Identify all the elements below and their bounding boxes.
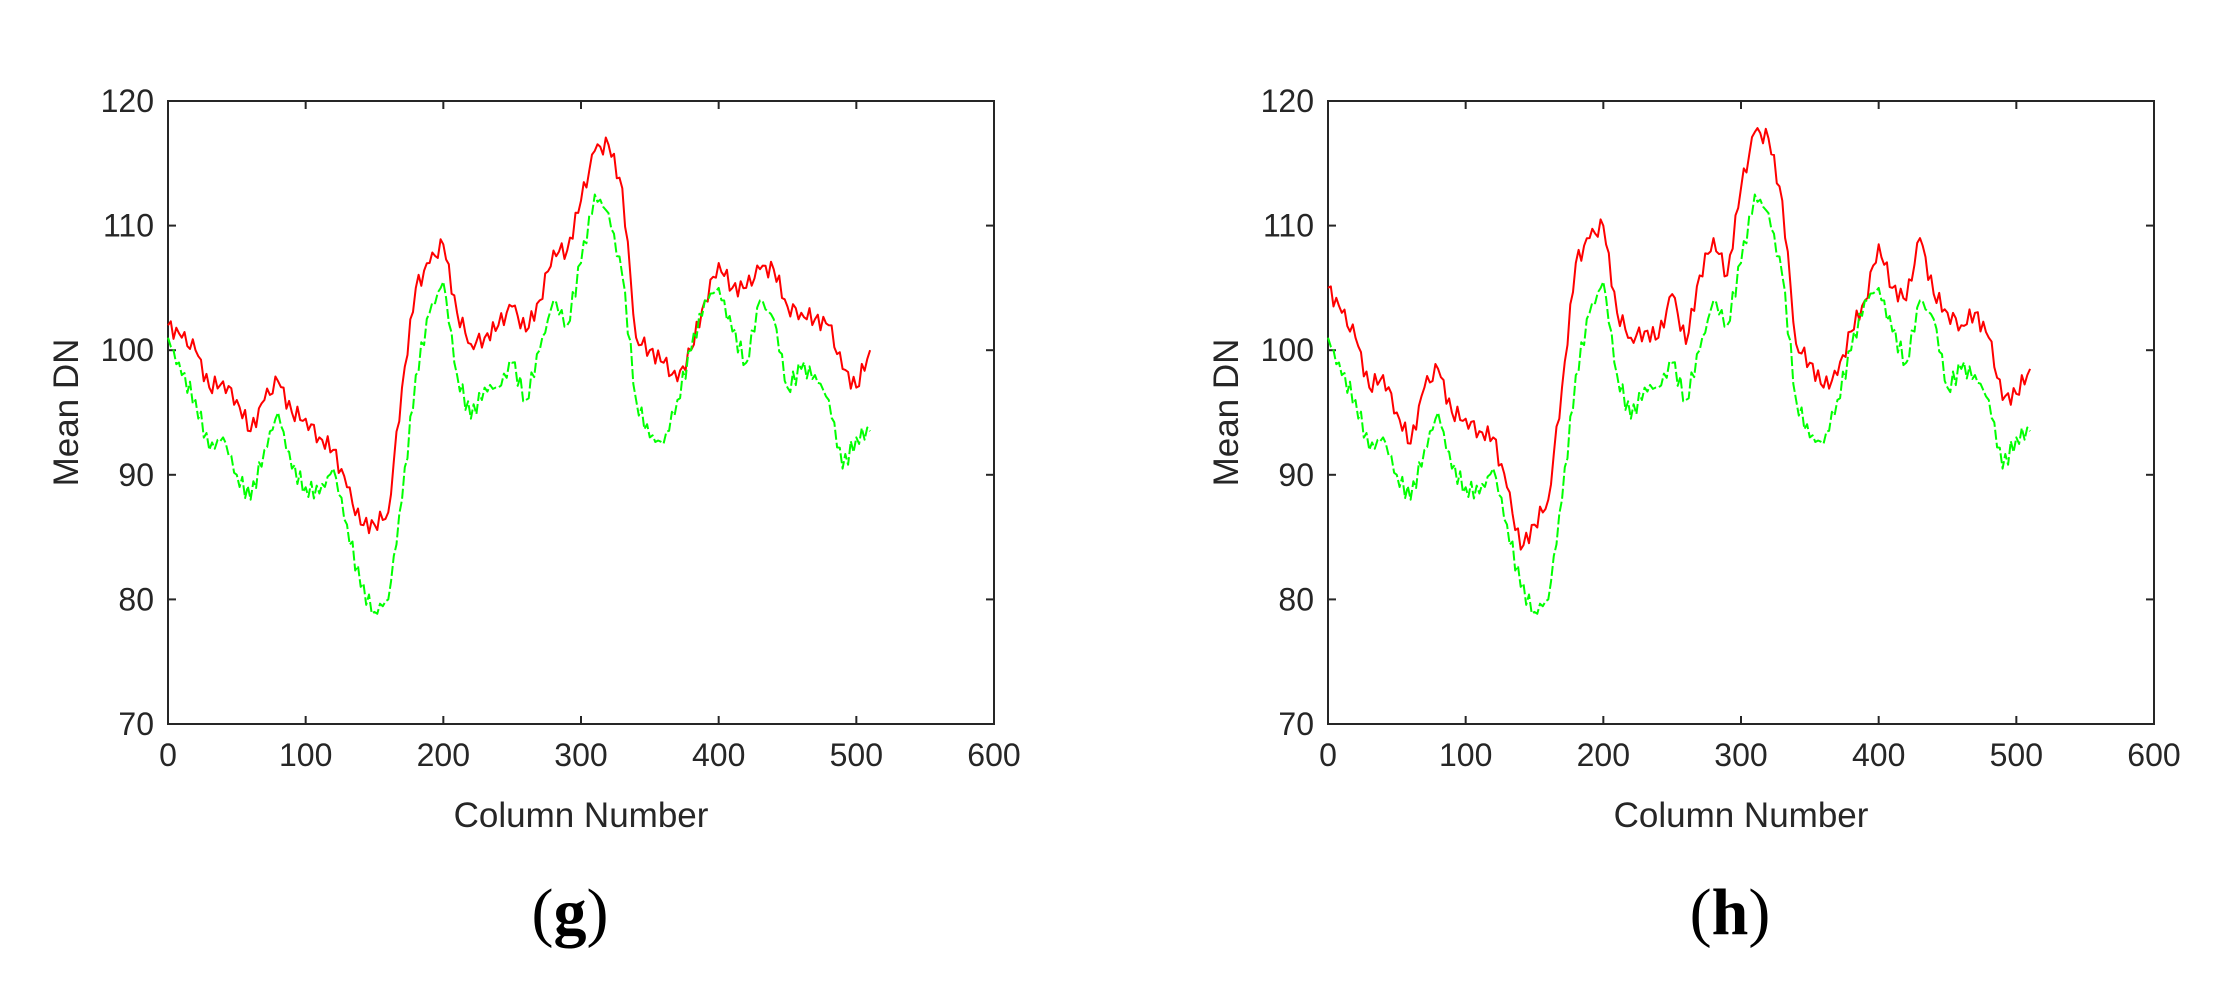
y-tick-label: 110: [1263, 208, 1314, 244]
y-tick-label: 110: [103, 208, 154, 244]
y-tick-label: 100: [1261, 332, 1314, 368]
chart-panel-h: 0 100 200 300 400 500 600 70 80 90 100 110 120 Column…: [1160, 0, 2237, 993]
x-tick-label: 400: [692, 737, 745, 773]
series-line-red: [167, 136, 872, 535]
x-tick-label: 300: [554, 737, 607, 773]
y-tick-label: 80: [1278, 581, 1314, 617]
chart-panel-g: 0 100 200 300 400 500 600 70 80 90 100 110 120 Column…: [0, 0, 1118, 993]
x-tick-label: 0: [159, 737, 177, 773]
x-tick-label: 300: [1714, 737, 1767, 773]
x-tick-label: 400: [1852, 737, 1905, 773]
y-tick-label: 100: [101, 332, 154, 368]
y-tick-label: 90: [1278, 457, 1314, 493]
y-tick-label: 120: [1261, 83, 1314, 119]
y-tick-label: 70: [1278, 706, 1314, 742]
panel-caption-h: (h): [1689, 876, 1771, 949]
line-chart-g: 0 100 200 300 400 500 600 70 80 90 100 110 120 Column…: [47, 83, 1021, 835]
series-line-green: [167, 193, 871, 615]
y-axis-label: Mean DN: [47, 339, 86, 487]
y-tick-label: 120: [101, 83, 154, 119]
x-tick-label: 0: [1319, 737, 1337, 773]
x-tick-label: 600: [967, 737, 1020, 773]
x-tick-label: 200: [1577, 737, 1630, 773]
x-axis-label: Column Number: [1614, 796, 1869, 835]
y-tick-label: 70: [118, 706, 154, 742]
x-tick-label: 100: [1439, 737, 1492, 773]
y-tick-label: 80: [118, 581, 154, 617]
x-tick-label: 100: [279, 737, 332, 773]
y-axis-label: Mean DN: [1207, 339, 1246, 487]
x-tick-label: 600: [2127, 737, 2180, 773]
line-chart-h: 0 100 200 300 400 500 600 70 80 90 100 110 120 Column…: [1207, 83, 2181, 835]
panel-caption-g: (g): [531, 876, 609, 949]
series-line-red: [1327, 127, 2032, 551]
x-axis-label: Column Number: [454, 796, 709, 835]
y-tick-label: 90: [118, 457, 154, 493]
x-tick-label: 500: [1990, 737, 2043, 773]
x-tick-label: 200: [417, 737, 470, 773]
series-line-green: [1327, 193, 2031, 615]
x-tick-label: 500: [830, 737, 883, 773]
